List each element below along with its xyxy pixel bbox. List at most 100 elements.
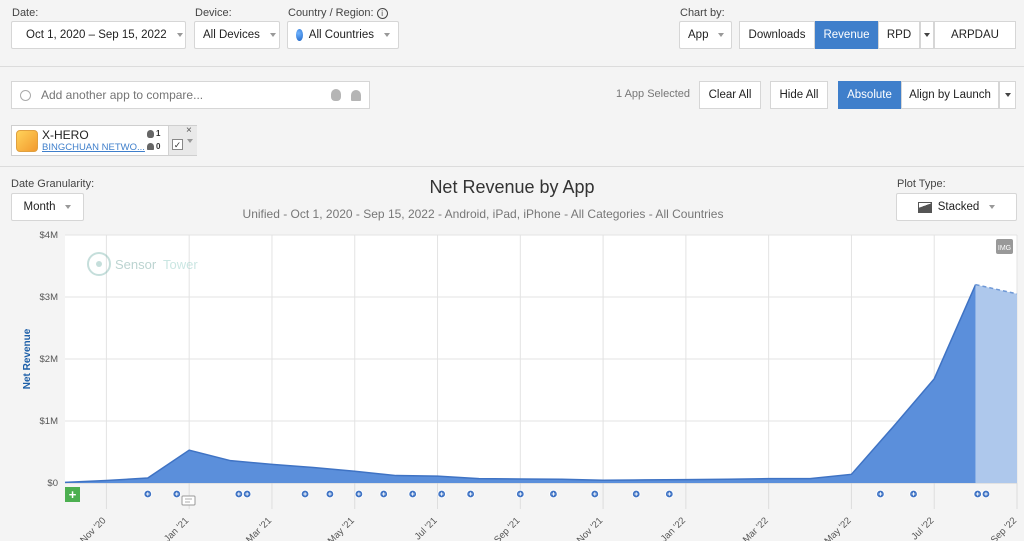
revenue-line-actual [64,284,977,484]
event-marker[interactable] [300,489,310,499]
app-card[interactable]: X-HERO BINGCHUAN NETWO... 1 0 × ✓ [11,125,197,160]
y-tick-label: $3M [40,292,59,303]
app-name[interactable]: X-HERO [42,128,89,142]
event-marker[interactable] [516,489,525,499]
ios-count-value: 1 [156,129,161,138]
image-export-label: IMG [998,245,1011,252]
chevron-down-icon [176,33,183,37]
chevron-down-icon [384,33,390,37]
clear-all-button[interactable]: Clear All [699,81,761,109]
x-tick-label: Jul '21 [413,515,440,541]
app-ios-count: 1 [147,129,160,138]
x-tick-label: Mar '22 [741,515,771,541]
plot-type-value: Stacked [937,201,980,213]
event-marker[interactable] [981,489,991,499]
event-marker[interactable] [437,489,446,499]
x-tick-label: Sep '21 [492,515,522,541]
event-marker[interactable] [354,489,364,499]
country-label: Country / Region: [288,7,374,19]
app-visibility-checkbox[interactable]: ✓ [172,139,183,150]
sensortower-watermark: Sensor Tower [87,252,198,276]
event-marker[interactable] [665,489,674,499]
chart-by-app-dropdown[interactable]: App [679,21,732,49]
granularity-label: Date Granularity: [11,178,95,190]
event-marker[interactable] [909,489,918,499]
event-marker[interactable] [632,489,641,499]
app-publisher-link[interactable]: BINGCHUAN NETWO... [42,142,145,153]
chevron-down-icon [989,205,996,209]
add-annotation-button[interactable] [65,487,80,502]
comment-icon[interactable] [181,495,196,506]
align-by-launch-button[interactable]: Align by Launch [901,81,999,109]
apps-selected-count: 1 App Selected [616,88,691,100]
divider [0,166,1024,167]
event-marker[interactable] [143,489,152,499]
event-marker[interactable] [876,489,885,499]
date-label: Date: [12,7,39,19]
sensortower-logo-icon [87,252,111,276]
divider [0,66,1024,67]
chevron-down-icon [269,33,276,37]
event-marker[interactable] [234,489,244,499]
revenue-chart[interactable]: $0 $1M $2M $3M $4M Nov '20 Jan '21 Mar '21 May … [0,226,1024,541]
y-tick-label: $4M [40,230,59,241]
apple-icon [147,129,154,138]
event-marker[interactable] [408,489,417,499]
x-tick-label: Jan '21 [162,515,191,541]
event-marker[interactable] [242,489,252,499]
info-icon[interactable]: i [376,7,388,19]
compare-search-input[interactable] [41,88,321,102]
metric-downloads-button[interactable]: Downloads [739,21,815,49]
app-icon [16,130,38,152]
revenue-line-projected [975,283,1018,295]
chevron-down-icon [924,33,930,37]
chart-by-app-value: App [688,29,709,41]
x-tick-label: Jan '22 [659,515,688,541]
align-more-dropdown[interactable] [999,81,1016,109]
metric-more-dropdown[interactable] [920,21,934,49]
date-range-value: Oct 1, 2020 – Sep 15, 2022 [26,29,167,41]
event-marker[interactable] [549,489,558,499]
metric-revenue-button[interactable]: Revenue [815,21,878,49]
android-count-value: 0 [156,142,161,151]
x-tick-label: May '22 [822,515,853,541]
android-icon [147,143,154,150]
absolute-button[interactable]: Absolute [838,81,901,109]
x-tick-label: Nov '20 [78,515,108,541]
app-android-count: 0 [147,142,160,151]
chart-title: Net Revenue by App [429,177,595,197]
event-marker[interactable] [172,489,181,499]
plot-type-dropdown[interactable]: Stacked [896,193,1017,221]
y-tick-label: $0 [47,478,58,489]
event-marker[interactable] [379,489,388,499]
metric-rpd-button[interactable]: RPD [878,21,920,49]
date-range-dropdown[interactable]: Oct 1, 2020 – Sep 15, 2022 [11,21,186,49]
chevron-down-icon [1004,93,1011,97]
metric-button-group: Downloads Revenue RPD ARPDAU [739,21,1016,49]
country-label-group: Country / Region: i [288,7,388,19]
device-dropdown[interactable]: All Devices [194,21,280,49]
event-marker[interactable] [325,489,335,499]
granularity-dropdown[interactable]: Month [11,193,84,221]
android-icon [351,89,361,101]
x-tick-label: Sep '22 [989,515,1019,541]
chart-subtitle: Unified - Oct 1, 2020 - Sep 15, 2022 - A… [242,207,724,221]
event-marker[interactable] [973,489,982,499]
x-tick-label: Mar '21 [244,515,274,541]
plot-type-label: Plot Type: [897,178,946,190]
x-tick-label: Jul '22 [909,515,936,541]
country-dropdown[interactable]: All Countries [287,21,399,49]
globe-icon [296,29,303,41]
x-tick-label: Nov '21 [575,515,605,541]
hide-all-button[interactable]: Hide All [770,81,828,109]
image-export-button[interactable] [996,239,1013,254]
metric-arpdau-button[interactable]: ARPDAU [934,21,1016,49]
x-tick-label: May '21 [326,515,357,541]
compare-search-box[interactable] [11,81,370,109]
close-icon[interactable]: × [186,125,192,136]
event-marker[interactable] [466,489,475,499]
plus-icon: + [69,487,77,502]
chevron-down-icon[interactable] [187,139,193,161]
event-marker[interactable] [590,489,600,499]
device-label: Device: [195,7,232,19]
